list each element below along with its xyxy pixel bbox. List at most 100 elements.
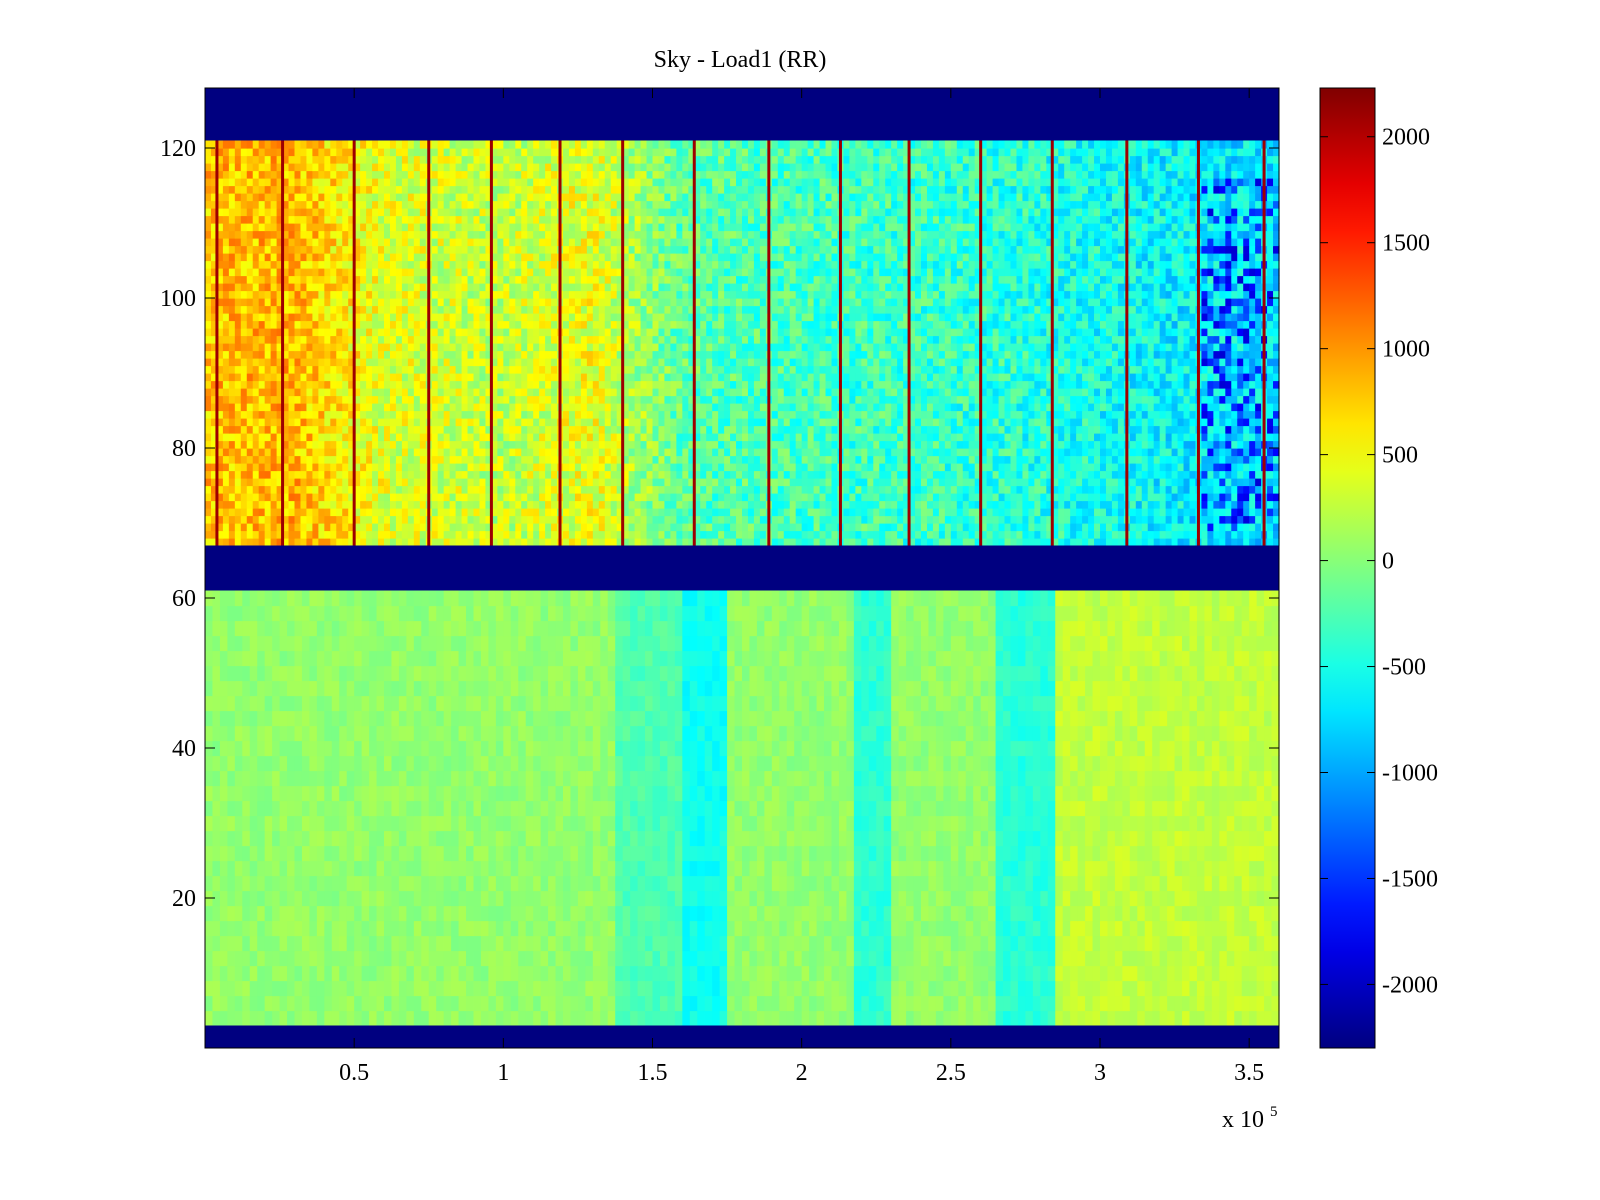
heatmap-cell: [783, 425, 791, 434]
heatmap-cell: [604, 425, 612, 434]
heatmap-cell: [1064, 523, 1071, 532]
heatmap-cell: [616, 403, 624, 412]
heatmap-cell: [700, 463, 707, 472]
heatmap-cell: [497, 455, 504, 464]
heatmap-cell: [467, 395, 475, 404]
heatmap-cell: [592, 335, 600, 344]
heatmap-cell: [795, 493, 803, 502]
heatmap-cell: [1207, 523, 1214, 532]
heatmap-cell: [1177, 365, 1185, 374]
heatmap-cell: [843, 485, 850, 494]
heatmap-cell: [944, 418, 952, 427]
heatmap-cell: [777, 523, 785, 532]
heatmap-cell: [867, 350, 874, 359]
heatmap-cell: [592, 538, 600, 547]
heatmap-cell: [497, 538, 504, 547]
heatmap-cell: [300, 455, 308, 464]
heatmap-cell: [622, 515, 630, 524]
heatmap-cell: [1213, 508, 1220, 517]
heatmap-cell: [1207, 410, 1214, 419]
heatmap-cell: [742, 403, 749, 412]
heatmap-cell: [980, 418, 988, 427]
heatmap-cell: [503, 455, 510, 464]
heatmap-cell: [610, 470, 618, 479]
heatmap-cell: [825, 418, 833, 427]
heatmap-cell: [592, 350, 600, 359]
heatmap-cell: [288, 470, 296, 479]
heatmap-cell: [819, 448, 827, 457]
heatmap-cell: [246, 350, 254, 359]
heatmap-cell: [389, 343, 397, 352]
heatmap-cell: [694, 403, 701, 412]
heatmap-cell: [801, 425, 809, 434]
heatmap-cell: [551, 530, 558, 539]
heatmap-cell: [1117, 515, 1125, 524]
heatmap-cell: [658, 433, 666, 442]
heatmap-cell: [533, 463, 540, 472]
heatmap-cell: [300, 433, 308, 442]
heatmap-cell: [348, 530, 355, 539]
heatmap-cell: [825, 440, 833, 449]
heatmap-cell: [807, 530, 815, 539]
heatmap-cell: [825, 508, 833, 517]
heatmap-cell: [825, 410, 833, 419]
heatmap-cell: [348, 500, 355, 509]
heatmap-cell: [545, 380, 552, 389]
heatmap-cell: [628, 425, 636, 434]
heatmap-cell: [258, 485, 266, 494]
heatmap-cell: [819, 418, 827, 427]
heatmap-cell: [724, 335, 731, 344]
heatmap-cell: [205, 350, 212, 359]
heatmap-cell: [1255, 350, 1262, 359]
heatmap-cell: [831, 388, 839, 397]
heatmap-cell: [825, 493, 833, 502]
heatmap-cell: [318, 448, 325, 457]
heatmap-cell: [551, 470, 558, 479]
heatmap-cell: [431, 350, 439, 359]
heatmap-cells: [205, 88, 1280, 1048]
heatmap-cell: [1004, 448, 1012, 457]
heatmap-cell: [521, 418, 528, 427]
heatmap-cell: [1034, 463, 1041, 472]
heatmap-cell: [318, 425, 325, 434]
heatmap-cell: [1010, 478, 1018, 487]
heatmap-cell: [706, 425, 713, 434]
heatmap-cell: [503, 470, 510, 479]
heatmap-cell: [324, 410, 331, 419]
heatmap-cell: [586, 530, 594, 539]
heatmap-cell: [1141, 343, 1149, 352]
heatmap-cell: [485, 425, 492, 434]
heatmap-cell: [240, 395, 248, 404]
heatmap-cell: [1058, 433, 1065, 442]
heatmap-cell: [843, 493, 850, 502]
heatmap-cell: [252, 380, 260, 389]
heatmap-cell: [1028, 463, 1035, 472]
heatmap-cell: [1231, 470, 1238, 479]
heatmap-cell: [879, 343, 886, 352]
heatmap-cell: [998, 455, 1006, 464]
heatmap-cell: [407, 530, 415, 539]
heatmap-cell: [1165, 410, 1173, 419]
heatmap-cell: [771, 455, 779, 464]
heatmap-cell: [527, 508, 534, 517]
heatmap-cell: [1207, 433, 1214, 442]
heatmap-cell: [461, 523, 469, 532]
heatmap-cell: [706, 373, 713, 382]
heatmap-cell: [372, 425, 379, 434]
heatmap-cell: [1165, 523, 1173, 532]
heatmap-cell: [234, 418, 242, 427]
heatmap-cell: [598, 358, 606, 367]
heatmap-cell: [736, 358, 743, 367]
heatmap-cell: [730, 365, 737, 374]
heatmap-cell: [879, 358, 886, 367]
heatmap-cell: [515, 493, 522, 502]
heatmap-cell: [622, 523, 630, 532]
heatmap-cell: [1082, 373, 1089, 382]
heatmap-cell: [258, 478, 266, 487]
heatmap-cell: [312, 515, 319, 524]
heatmap-cell: [282, 463, 290, 472]
heatmap-cell: [1111, 373, 1119, 382]
heatmap-cell: [282, 403, 290, 412]
heatmap-cell: [228, 358, 236, 367]
heatmap-cell: [616, 515, 624, 524]
